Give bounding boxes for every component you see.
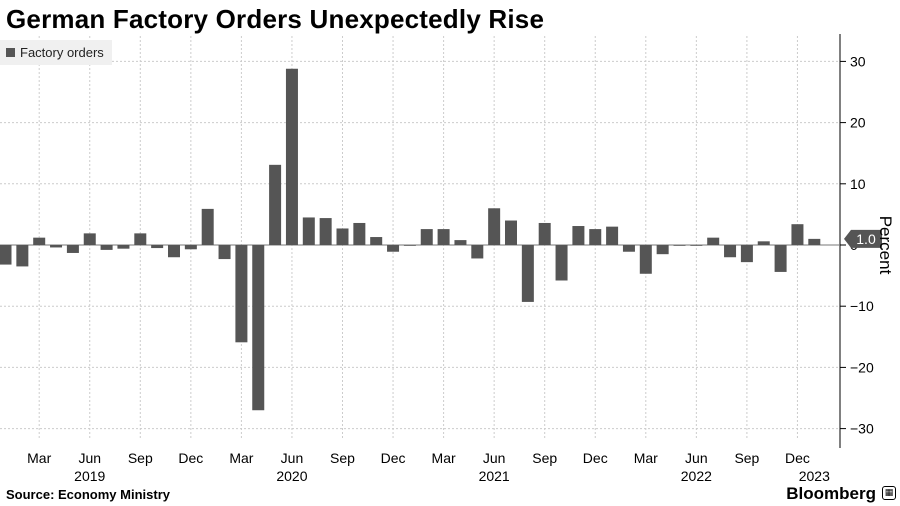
x-month-label: Jun [483,450,506,466]
y-tick-label: 20 [850,115,866,131]
bar-2019-08 [117,245,130,249]
x-month-label: Jun [685,450,708,466]
bar-2020-12 [387,245,400,252]
bar-2021-09 [538,222,551,245]
last-value-callout [844,229,882,248]
chart-title: German Factory Orders Unexpectedly Rise [6,4,545,34]
x-year-label: 2020 [276,468,307,484]
bar-2019-04 [50,245,63,248]
bar-2022-11 [774,245,787,272]
bar-2019-12 [184,245,197,250]
x-month-label: Dec [785,450,810,466]
bar-2020-07 [302,217,315,245]
x-month-label: Mar [634,450,658,466]
bar-2022-10 [757,241,770,245]
x-month-label: Jun [281,450,304,466]
last-value-label: 1.0 [856,231,876,247]
bar-2022-09 [740,245,753,263]
x-month-label: Sep [532,450,557,466]
bar-2020-03 [235,245,248,343]
bar-2021-12 [589,229,602,245]
bar-2022-02 [622,245,635,252]
x-month-label: Sep [734,450,759,466]
y-tick-label: −30 [850,421,874,437]
bar-2021-02 [420,229,433,245]
bar-2019-06 [83,233,96,245]
bar-2022-05 [673,245,686,246]
bar-2022-03 [639,245,652,274]
bar-2020-06 [285,68,298,245]
bar-2019-01 [0,245,12,265]
x-month-label: Dec [178,450,203,466]
bar-2019-02 [16,245,29,267]
bar-2022-07 [707,237,720,245]
x-month-label: Mar [27,450,51,466]
y-axis-title: Percent [876,216,895,275]
bar-2019-03 [33,237,46,245]
terminal-icon: ▦ [882,486,896,500]
brand-logo: Bloomberg [786,484,876,503]
bar-2020-10 [353,222,366,245]
legend-swatch [6,48,15,57]
bar-2019-09 [134,233,147,245]
bar-2020-01 [201,208,214,245]
x-month-label: Sep [128,450,153,466]
y-tick-label: −20 [850,359,874,375]
bar-2021-11 [572,226,585,245]
bar-2021-03 [437,229,450,245]
bar-2022-06 [690,245,703,246]
x-year-label: 2019 [74,468,105,484]
bar-2022-01 [606,226,619,245]
bar-2021-07 [505,220,517,245]
x-month-label: Dec [583,450,608,466]
x-month-label: Dec [381,450,406,466]
bar-2020-09 [336,228,349,245]
legend-label: Factory orders [20,45,104,60]
y-tick-label: −10 [850,298,874,314]
x-month-label: Sep [330,450,355,466]
bar-2021-06 [488,208,501,245]
source-note: Source: Economy Ministry [6,487,170,502]
bar-2019-10 [151,245,164,249]
x-year-label: 2021 [479,468,510,484]
x-month-label: Mar [432,450,456,466]
bar-2020-08 [319,218,332,245]
bar-2022-08 [724,245,737,258]
bar-2020-11 [370,237,383,245]
x-month-label: Jun [78,450,101,466]
bar-2020-04 [252,245,265,411]
y-tick-label: 10 [850,176,866,192]
x-year-label: 2023 [799,468,830,484]
bar-2019-11 [168,245,180,258]
bar-2021-04 [454,240,467,245]
bar-2021-08 [521,245,534,302]
bar-2021-10 [555,245,568,281]
y-tick-label: 30 [850,53,866,69]
x-year-label: 2022 [681,468,712,484]
bar-2021-01 [403,245,416,246]
bar-2019-07 [100,245,113,250]
bar-2022-12 [791,224,804,245]
bar-2021-05 [471,245,484,259]
bar-2022-04 [656,245,669,255]
bar-2019-05 [66,245,79,253]
bar-2020-02 [218,245,231,260]
x-month-label: Mar [229,450,253,466]
bar-2023-01 [808,238,821,245]
legend: Factory orders [0,40,112,65]
bar-2020-05 [269,164,282,245]
